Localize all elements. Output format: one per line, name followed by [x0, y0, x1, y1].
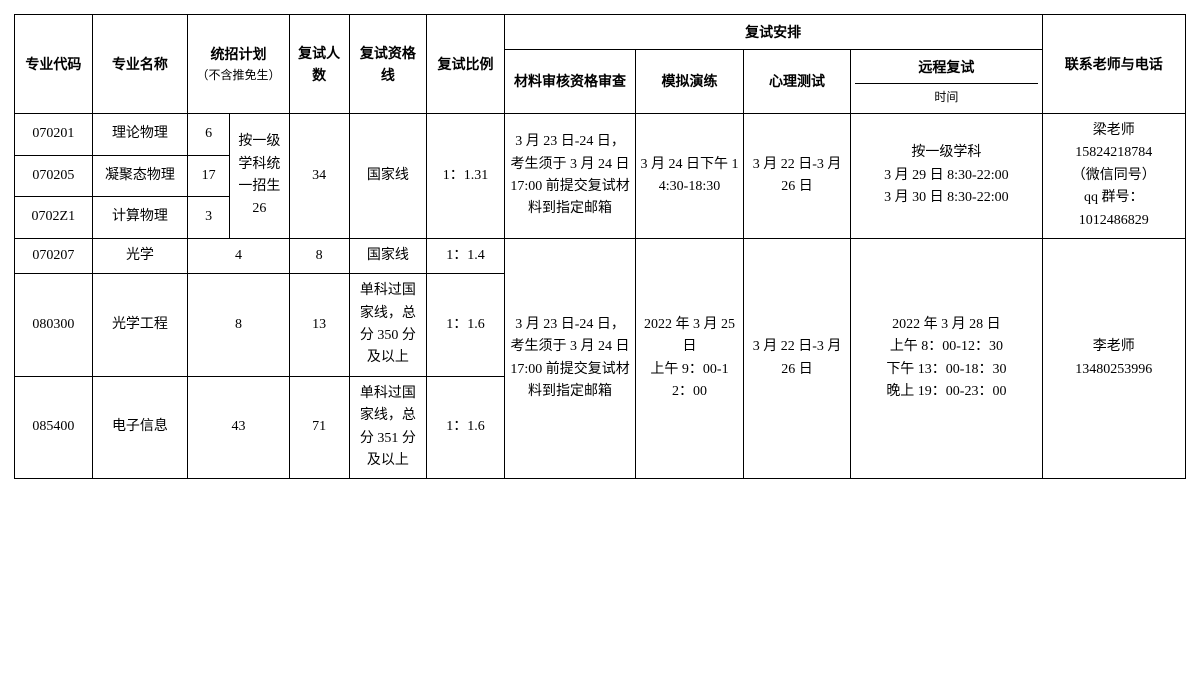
- col-remote-time-label: 时间: [855, 83, 1037, 107]
- col-remote-label: 远程复试: [918, 59, 974, 75]
- col-psych-test: 心理测试: [743, 50, 851, 114]
- cell-mock: 3 月 24 日下午 14:30-18:30: [636, 113, 744, 238]
- cell-psych: 3 月 22 日-3 月 26 日: [743, 238, 851, 479]
- cell-exam-count: 8: [289, 238, 349, 273]
- cell-code: 0702Z1: [15, 197, 93, 239]
- cell-name: 理论物理: [92, 113, 188, 155]
- cell-exam-count: 13: [289, 274, 349, 377]
- cell-mock: 2022 年 3 月 25 日上午 9：00-12：00: [636, 238, 744, 479]
- exam-schedule-table: 专业代码 专业名称 统招计划 （不含推免生） 复试人数 复试资格线 复试比例 复…: [14, 14, 1186, 479]
- cell-code: 085400: [15, 376, 93, 479]
- col-code: 专业代码: [15, 15, 93, 114]
- cell-name: 计算物理: [92, 197, 188, 239]
- cell-ratio: 1：1.6: [427, 376, 505, 479]
- table-row: 070201 理论物理 6 按一级学科统一招生 26 34 国家线 1：1.31…: [15, 113, 1186, 155]
- cell-ratio: 1：1.4: [427, 238, 505, 273]
- col-ratio: 复试比例: [427, 15, 505, 114]
- cell-ratio: 1：1.31: [427, 113, 505, 238]
- cell-plan: 4: [188, 238, 290, 273]
- cell-name: 电子信息: [92, 376, 188, 479]
- col-mock-drill: 模拟演练: [636, 50, 744, 114]
- cell-contact: 李老师13480253996: [1042, 238, 1186, 479]
- cell-plan: 17: [188, 155, 230, 197]
- cell-plan-merge-note: 按一级学科统一招生 26: [230, 113, 290, 238]
- cell-qual-line: 国家线: [349, 238, 427, 273]
- cell-plan: 6: [188, 113, 230, 155]
- cell-plan: 8: [188, 274, 290, 377]
- col-exam-count: 复试人数: [289, 15, 349, 114]
- col-group-arrangement: 复试安排: [504, 15, 1042, 50]
- cell-code: 070205: [15, 155, 93, 197]
- cell-exam-count: 71: [289, 376, 349, 479]
- cell-qual-line: 国家线: [349, 113, 427, 238]
- cell-exam-count: 34: [289, 113, 349, 238]
- cell-plan: 3: [188, 197, 230, 239]
- col-qual-line: 复试资格线: [349, 15, 427, 114]
- cell-remote: 按一级学科3 月 29 日 8:30-22:003 月 30 日 8:30-22…: [851, 113, 1042, 238]
- cell-code: 070201: [15, 113, 93, 155]
- cell-plan: 43: [188, 376, 290, 479]
- cell-name: 光学: [92, 238, 188, 273]
- cell-contact: 梁老师15824218784（微信同号）qq 群号：1012486829: [1042, 113, 1186, 238]
- col-contact: 联系老师与电话: [1042, 15, 1186, 114]
- cell-psych: 3 月 22 日-3 月 26 日: [743, 113, 851, 238]
- header-row-1: 专业代码 专业名称 统招计划 （不含推免生） 复试人数 复试资格线 复试比例 复…: [15, 15, 1186, 50]
- col-plan: 统招计划 （不含推免生）: [188, 15, 290, 114]
- cell-remote: 2022 年 3 月 28 日上午 8：00-12：30下午 13：00-18：…: [851, 238, 1042, 479]
- col-plan-label: 统招计划: [211, 46, 267, 62]
- col-plan-sub-label: （不含推免生）: [192, 66, 285, 85]
- cell-name: 凝聚态物理: [92, 155, 188, 197]
- cell-qual-line: 单科过国家线，总分 350 分及以上: [349, 274, 427, 377]
- cell-material: 3 月 23 日-24 日，考生须于 3 月 24 日 17:00 前提交复试材…: [504, 238, 635, 479]
- cell-material: 3 月 23 日-24 日，考生须于 3 月 24 日 17:00 前提交复试材…: [504, 113, 635, 238]
- cell-name: 光学工程: [92, 274, 188, 377]
- cell-ratio: 1：1.6: [427, 274, 505, 377]
- table-row: 070207 光学 4 8 国家线 1：1.4 3 月 23 日-24 日，考生…: [15, 238, 1186, 273]
- col-material-review: 材料审核资格审查: [504, 50, 635, 114]
- cell-code: 070207: [15, 238, 93, 273]
- cell-code: 080300: [15, 274, 93, 377]
- col-remote-exam: 远程复试 时间: [851, 50, 1042, 114]
- col-name: 专业名称: [92, 15, 188, 114]
- cell-qual-line: 单科过国家线，总分 351 分及以上: [349, 376, 427, 479]
